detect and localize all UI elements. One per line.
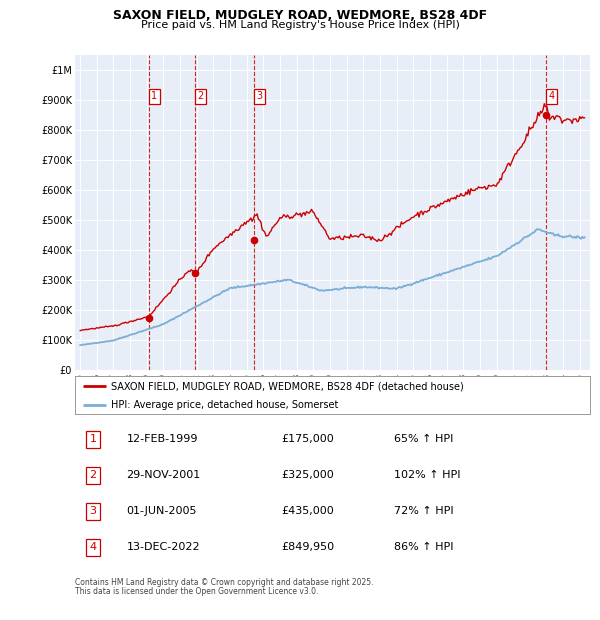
Text: SAXON FIELD, MUDGLEY ROAD, WEDMORE, BS28 4DF: SAXON FIELD, MUDGLEY ROAD, WEDMORE, BS28…	[113, 9, 487, 22]
Text: 2: 2	[197, 91, 204, 101]
Text: 4: 4	[89, 542, 97, 552]
Text: 01-JUN-2005: 01-JUN-2005	[127, 507, 197, 516]
Text: Contains HM Land Registry data © Crown copyright and database right 2025.: Contains HM Land Registry data © Crown c…	[75, 578, 373, 587]
Text: 29-NOV-2001: 29-NOV-2001	[127, 471, 201, 480]
Text: 12-FEB-1999: 12-FEB-1999	[127, 435, 198, 445]
Text: HPI: Average price, detached house, Somerset: HPI: Average price, detached house, Some…	[111, 399, 338, 410]
Text: 86% ↑ HPI: 86% ↑ HPI	[394, 542, 454, 552]
Text: 13-DEC-2022: 13-DEC-2022	[127, 542, 200, 552]
Text: SAXON FIELD, MUDGLEY ROAD, WEDMORE, BS28 4DF (detached house): SAXON FIELD, MUDGLEY ROAD, WEDMORE, BS28…	[111, 381, 464, 391]
Text: 3: 3	[256, 91, 262, 101]
Text: 1: 1	[151, 91, 157, 101]
Text: £435,000: £435,000	[281, 507, 334, 516]
Text: 2: 2	[89, 471, 97, 480]
Text: Price paid vs. HM Land Registry's House Price Index (HPI): Price paid vs. HM Land Registry's House …	[140, 20, 460, 30]
Text: 3: 3	[89, 507, 97, 516]
Text: 102% ↑ HPI: 102% ↑ HPI	[394, 471, 461, 480]
Text: 72% ↑ HPI: 72% ↑ HPI	[394, 507, 454, 516]
Text: £849,950: £849,950	[281, 542, 334, 552]
Text: 4: 4	[548, 91, 554, 101]
Text: 65% ↑ HPI: 65% ↑ HPI	[394, 435, 454, 445]
Text: £325,000: £325,000	[281, 471, 334, 480]
Text: 1: 1	[89, 435, 97, 445]
Text: This data is licensed under the Open Government Licence v3.0.: This data is licensed under the Open Gov…	[75, 587, 319, 596]
Text: £175,000: £175,000	[281, 435, 334, 445]
